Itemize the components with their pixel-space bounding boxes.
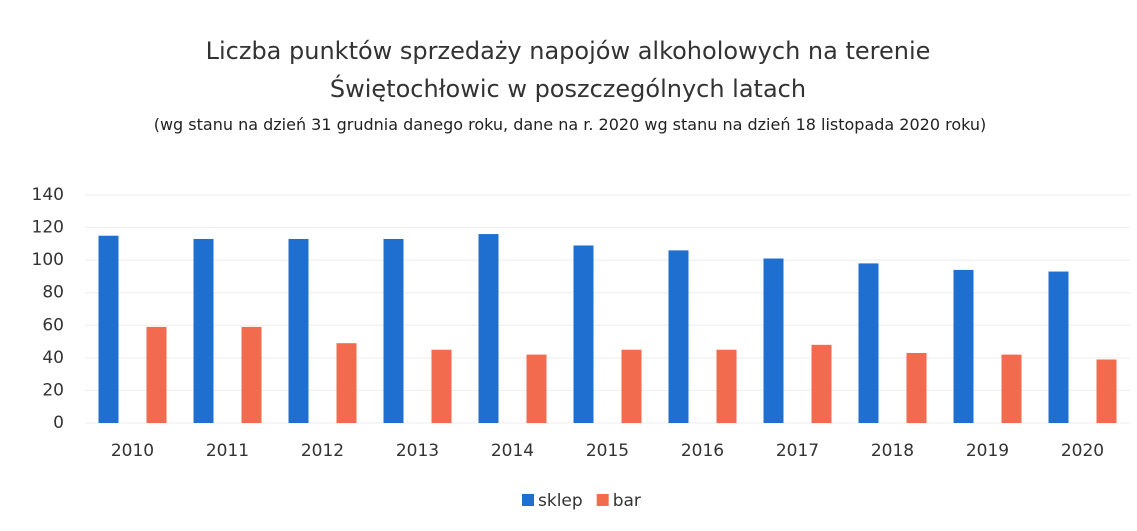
y-tick-label: 80 — [42, 283, 64, 303]
bar — [763, 258, 784, 423]
bar — [668, 250, 689, 423]
bar — [716, 349, 737, 423]
x-tick-label: 2020 — [1061, 441, 1104, 461]
y-tick-label: 20 — [42, 380, 64, 400]
bar — [906, 352, 927, 423]
x-tick-label: 2014 — [491, 441, 534, 461]
bar — [193, 238, 214, 423]
bar — [478, 234, 499, 423]
bar — [526, 354, 547, 423]
bar — [573, 245, 594, 423]
legend-label: bar — [613, 491, 641, 511]
y-tick-label: 140 — [32, 185, 64, 205]
x-tick-label: 2017 — [776, 441, 819, 461]
x-tick-label: 2013 — [396, 441, 439, 461]
chart-subtitle: (wg stanu na dzień 31 grudnia danego rok… — [153, 115, 987, 134]
x-tick-label: 2010 — [111, 441, 154, 461]
x-tick-label: 2011 — [206, 441, 249, 461]
x-tick-label: 2019 — [966, 441, 1009, 461]
legend-label: sklep — [538, 491, 583, 511]
legend-swatch — [522, 494, 534, 506]
x-tick-label: 2012 — [301, 441, 344, 461]
bar — [953, 269, 974, 423]
bar — [621, 349, 642, 423]
bar — [1096, 359, 1117, 423]
bar — [288, 238, 309, 423]
x-tick-label: 2016 — [681, 441, 724, 461]
bar — [1001, 354, 1022, 423]
y-tick-label: 100 — [32, 250, 64, 270]
chart-title: Liczba punktów sprzedaży napojów alkohol… — [205, 37, 931, 103]
x-tick-label: 2018 — [871, 441, 914, 461]
y-tick-label: 0 — [53, 413, 64, 433]
y-tick-label: 40 — [42, 348, 64, 368]
bar — [431, 349, 452, 423]
bar — [858, 263, 879, 423]
bar — [98, 235, 119, 423]
x-tick-label: 2015 — [586, 441, 629, 461]
bar — [1048, 271, 1069, 423]
bar — [336, 343, 357, 423]
bar — [241, 326, 262, 423]
y-tick-label: 60 — [42, 315, 64, 335]
legend-swatch — [596, 494, 609, 506]
bar — [811, 344, 832, 423]
bar — [383, 238, 404, 423]
y-tick-label: 120 — [32, 218, 64, 238]
bar — [146, 326, 167, 423]
